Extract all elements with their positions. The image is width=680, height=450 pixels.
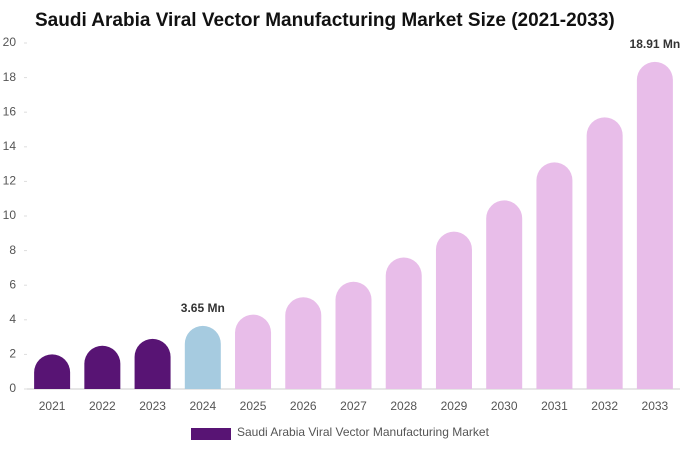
x-tick-label: 2022	[89, 399, 116, 413]
bar	[184, 325, 221, 389]
chart-title: Saudi Arabia Viral Vector Manufacturing …	[35, 10, 615, 31]
legend-swatch	[191, 428, 231, 440]
x-tick-label: 2033	[642, 399, 669, 413]
y-tick-label: 2	[9, 347, 16, 361]
y-tick-label: 4	[9, 312, 16, 326]
x-tick-label: 2029	[441, 399, 468, 413]
x-tick-label: 2031	[541, 399, 568, 413]
bar	[335, 281, 372, 389]
y-tick-label: 16	[3, 104, 17, 118]
value-label: 18.91 Mn	[630, 37, 680, 51]
x-tick-label: 2032	[591, 399, 618, 413]
bar	[486, 200, 523, 389]
bar	[285, 297, 322, 389]
x-tick-label: 2021	[39, 399, 66, 413]
bar	[84, 345, 121, 389]
y-tick-label: 10	[3, 208, 17, 222]
x-tick-label: 2025	[240, 399, 267, 413]
legend-label: Saudi Arabia Viral Vector Manufacturing …	[237, 425, 490, 439]
bar	[34, 354, 71, 389]
y-tick-label: 18	[3, 70, 17, 84]
bar	[385, 257, 422, 389]
x-tick-label: 2026	[290, 399, 317, 413]
x-tick-label: 2027	[340, 399, 367, 413]
bar	[134, 338, 171, 389]
bar	[235, 314, 272, 389]
bar	[636, 61, 673, 390]
y-tick-label: 20	[3, 35, 17, 49]
x-tick-label: 2028	[390, 399, 417, 413]
bar	[435, 231, 472, 389]
y-tick-label: 8	[9, 243, 16, 257]
value-label: 3.65 Mn	[181, 301, 225, 315]
x-tick-label: 2023	[139, 399, 166, 413]
bar	[586, 117, 623, 389]
x-tick-label: 2024	[189, 399, 216, 413]
y-tick-label: 14	[3, 139, 17, 153]
y-tick-label: 12	[3, 174, 17, 188]
y-tick-label: 6	[9, 277, 16, 291]
bar	[536, 162, 573, 389]
x-tick-label: 2030	[491, 399, 518, 413]
y-tick-label: 0	[9, 381, 16, 395]
